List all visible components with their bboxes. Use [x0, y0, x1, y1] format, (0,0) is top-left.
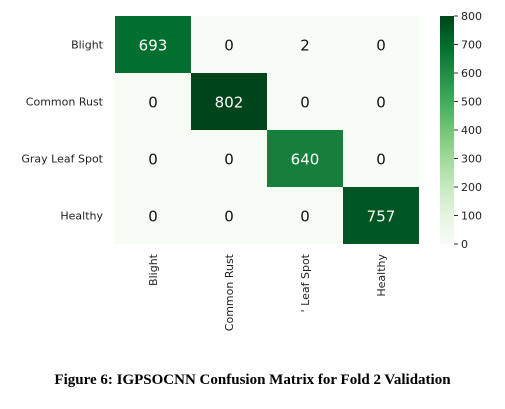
- row-label: Gray Leaf Spot: [21, 153, 103, 166]
- cell-value-label: 0: [224, 151, 234, 169]
- cell-value-label: 2: [300, 37, 310, 55]
- colorbar-tick-label: 400: [461, 124, 482, 137]
- heatmap-cell: [191, 73, 267, 130]
- colorbar: 0 100 200 300 400 500 600 700 800: [440, 10, 482, 251]
- column-label: ' Leaf Spot: [299, 253, 312, 312]
- heatmap-cell: [343, 130, 419, 187]
- colorbar-gradient: [440, 16, 454, 244]
- heatmap-cell: [267, 16, 343, 73]
- row-label: Common Rust: [26, 96, 104, 109]
- column-label: Blight: [147, 253, 160, 286]
- row-label: Blight: [71, 39, 104, 52]
- cell-value-label: 802: [215, 94, 244, 112]
- heatmap-cell: [115, 73, 191, 130]
- cell-value-label: 757: [367, 208, 396, 226]
- cell-value-label: 693: [139, 37, 168, 55]
- figure-caption: Figure 6: IGPSOCNN Confusion Matrix for …: [54, 372, 451, 388]
- heatmap-cell: [191, 187, 267, 244]
- heatmap-cell: [191, 130, 267, 187]
- heatmap-cell: [115, 16, 191, 73]
- colorbar-tick-label: 500: [461, 96, 482, 109]
- column-labels: Blight Common Rust ' Leaf Spot Healthy: [147, 253, 388, 331]
- cell-value-label: 0: [376, 151, 386, 169]
- heatmap-cell: [267, 187, 343, 244]
- colorbar-tick-label: 100: [461, 210, 482, 223]
- row-labels: Blight Common Rust Gray Leaf Spot Healthy: [21, 39, 103, 223]
- heatmap-cell: [115, 130, 191, 187]
- row-label: Healthy: [60, 210, 103, 223]
- cell-value-label: 0: [148, 151, 158, 169]
- cell-value-label: 0: [148, 208, 158, 226]
- colorbar-tick-label: 800: [461, 10, 482, 23]
- heatmap-cell: [343, 187, 419, 244]
- heatmap-cell: [115, 187, 191, 244]
- cell-value-label: 0: [376, 37, 386, 55]
- heatmap-cell: [343, 73, 419, 130]
- cell-value-label: 0: [376, 94, 386, 112]
- heatmap-cells: 693 0 2 0 0 802 0 0 0 0 640 0 0 0 0 757: [115, 16, 419, 244]
- cell-value-label: 0: [300, 208, 310, 226]
- column-label: Common Rust: [223, 253, 236, 331]
- colorbar-tick-label: 700: [461, 39, 482, 52]
- heatmap-cell: [343, 16, 419, 73]
- cell-value-label: 0: [224, 208, 234, 226]
- cell-value-label: 0: [148, 94, 158, 112]
- heatmap-cell: [267, 73, 343, 130]
- heatmap-cell: [267, 130, 343, 187]
- cell-value-label: 640: [291, 151, 320, 169]
- colorbar-tick-label: 300: [461, 153, 482, 166]
- colorbar-tick-label: 0: [461, 238, 468, 251]
- cell-value-label: 0: [300, 94, 310, 112]
- colorbar-tick-label: 600: [461, 67, 482, 80]
- column-label: Healthy: [375, 254, 388, 297]
- colorbar-tick-label: 200: [461, 181, 482, 194]
- cell-value-label: 0: [224, 37, 234, 55]
- heatmap-cell: [191, 16, 267, 73]
